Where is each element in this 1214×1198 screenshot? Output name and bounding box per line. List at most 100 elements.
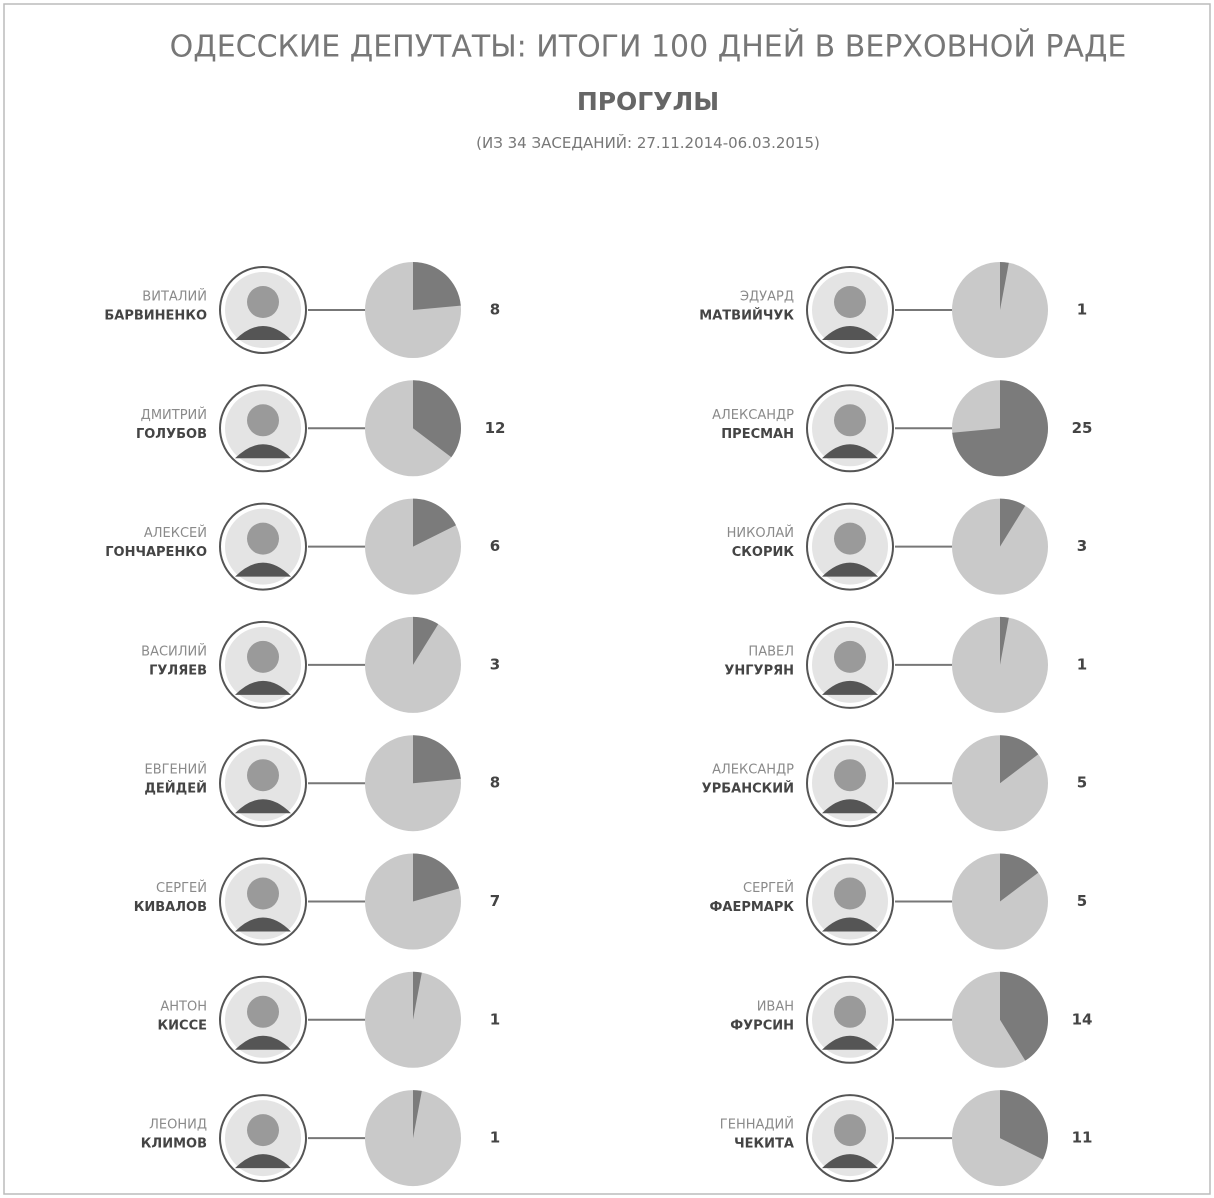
value-label: 5 [1077,774,1087,792]
value-label: 14 [1072,1010,1093,1028]
first-name: АНТОН [160,999,207,1014]
first-name: НИКОЛАЙ [727,525,794,541]
photo-body [235,326,291,340]
photo-head [834,640,866,673]
last-name: УНГУРЯН [724,663,794,678]
photo-body [822,1154,878,1169]
photo-head [247,877,279,910]
pie-slice [413,262,461,310]
value-label: 11 [1072,1129,1093,1147]
photo-body [235,799,291,814]
value-label: 8 [490,774,500,792]
first-name: СЕРГЕЙ [156,880,207,896]
photo-head [834,877,866,910]
pie-slice [1000,735,1039,784]
photo-head [247,286,279,318]
last-name: СКОРИК [732,545,795,560]
pie-slice [1000,1090,1049,1160]
photo-body [235,562,291,577]
subtitle: (ИЗ 34 ЗАСЕДАНИЙ: 27.11.2014-06.03.2015) [476,133,820,152]
photo-body [822,562,878,577]
first-name: ГЕННАДИЙ [720,1117,794,1133]
last-name: ФУРСИН [730,1018,794,1033]
value-label: 1 [1077,655,1087,673]
rows: ВИТАЛИЙ БАРВИНЕНКО 8 ДМИТРИЙ ГОЛУБОВ 12 АЛЕКСЕ… [104,262,1093,1187]
photo-head [834,1114,866,1147]
last-name: ГОНЧАРЕНКО [105,545,207,560]
first-name: ЭДУАРД [740,290,794,305]
photo-head [247,404,279,437]
value-label: 3 [490,655,500,673]
last-name: ДЕЙДЕЙ [144,781,207,797]
last-name: КИВАЛОВ [134,900,207,915]
subtitle-total: 34 [508,134,527,152]
photo-body [822,799,878,814]
subtitle-prefix: (ИЗ [476,134,503,152]
value-label: 12 [485,419,506,437]
value-label: 1 [490,1129,500,1147]
first-name: ДМИТРИЙ [141,407,207,423]
last-name: УРБАНСКИЙ [702,781,794,797]
last-name: ГУЛЯЕВ [149,663,207,678]
pie-slice [413,971,422,1020]
pie-slice [413,498,456,547]
value-label: 1 [490,1010,500,1028]
first-name: ИВАН [757,999,794,1014]
value-label: 6 [490,537,500,555]
first-name: ЕВГЕНИЙ [145,762,208,778]
value-label: 25 [1072,419,1093,437]
first-name: СЕРГЕЙ [743,880,794,896]
pie-slice [413,380,462,458]
last-name: МАТВИЙЧУК [699,308,794,324]
pie-slice [1000,498,1026,547]
pie-slice [1000,616,1009,665]
last-name: ПРЕСМАН [721,427,794,442]
photo-head [247,995,279,1028]
photo-head [834,759,866,792]
photo-head [247,640,279,673]
last-name: ЧЕКИТА [734,1137,794,1152]
photo-body [822,680,878,695]
photo-body [822,444,878,459]
pie-slice [413,853,460,902]
first-name: АЛЕКСАНДР [712,763,794,778]
last-name: КЛИМОВ [141,1137,207,1152]
first-name: АЛЕКСАНДР [712,408,794,423]
value-label: 1 [1077,301,1087,319]
first-name: АЛЕКСЕЙ [144,525,207,541]
first-name: ВИТАЛИЙ [142,289,207,305]
first-name: ЛЕОНИД [149,1118,207,1133]
photo-head [247,1114,279,1147]
photo-body [235,1035,291,1050]
photo-body [235,444,291,459]
photo-head [834,404,866,437]
value-label: 5 [1077,892,1087,910]
title: ОДЕССКИЕ ДЕПУТАТЫ: ИТОГИ 100 ДНЕЙ В ВЕРХ… [170,29,1127,65]
heading: ПРОГУЛЫ [577,87,719,116]
last-name: ФАЕРМАРК [709,900,794,915]
photo-head [834,286,866,318]
photo-head [247,522,279,555]
photo-body [235,917,291,932]
photo-body [235,680,291,695]
first-name: ВАСИЛИЙ [141,643,207,659]
photo-body [822,917,878,932]
photo-body [235,1154,291,1169]
subtitle-suffix: ЗАСЕДАНИЙ: 27.11.2014-06.03.2015) [531,133,819,152]
first-name: ПАВЕЛ [748,644,794,659]
last-name: ГОЛУБОВ [136,427,207,442]
photo-body [822,326,878,340]
value-label: 7 [490,892,500,910]
pie-base [365,971,461,1068]
pie-slice [1000,853,1039,902]
pie-slice [1000,262,1009,310]
pie-slice [413,1090,422,1139]
pie-slice [1000,971,1049,1061]
last-name: БАРВИНЕНКО [104,309,207,324]
photo-body [822,1035,878,1050]
pie-slice [413,735,461,784]
photo-head [834,522,866,555]
photo-head [247,759,279,792]
photo-head [834,995,866,1028]
